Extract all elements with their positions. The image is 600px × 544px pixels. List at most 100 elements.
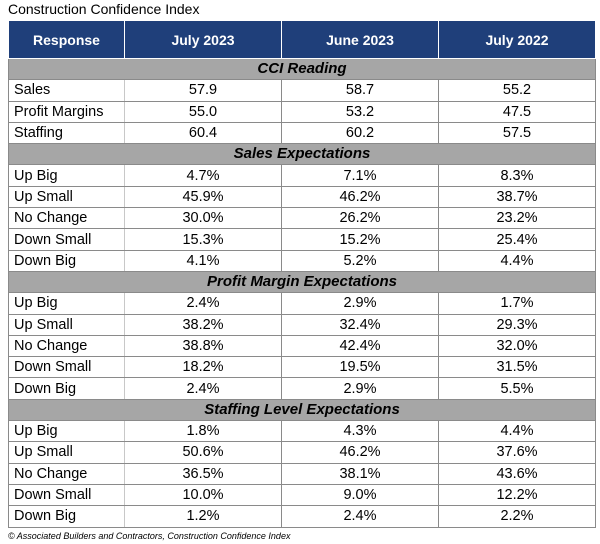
row-label: Profit Margins (8, 100, 125, 123)
cell-july-2023: 38.2% (124, 313, 282, 336)
cell-june-2023: 2.9% (281, 377, 439, 400)
cell-july-2022: 47.5 (438, 100, 596, 123)
table-row: Profit Margins 55.0 53.2 47.5 (8, 100, 596, 123)
cell-june-2023: 38.1% (281, 462, 439, 485)
cell-july-2023: 36.5% (124, 462, 282, 485)
table-row: Down Big 4.1% 5.2% 4.4% (8, 249, 596, 272)
cell-july-2022: 1.7% (438, 292, 596, 315)
table-row: No Change 30.0% 26.2% 23.2% (8, 207, 596, 230)
row-label: Up Big (8, 292, 125, 315)
table-title: Construction Confidence Index (8, 1, 200, 17)
cell-june-2023: 46.2% (281, 185, 439, 209)
cell-july-2022: 25.4% (438, 228, 596, 251)
cell-july-2023: 30.0% (124, 207, 282, 230)
row-label: Up Small (8, 185, 125, 209)
table-row: Up Big 2.4% 2.9% 1.7% (8, 292, 596, 315)
column-header-july-2022: July 2022 (438, 20, 596, 59)
cell-june-2023: 5.2% (281, 249, 439, 272)
table-row: Up Small 45.9% 46.2% 38.7% (8, 185, 596, 209)
table-row: Down Big 2.4% 2.9% 5.5% (8, 377, 596, 400)
cell-july-2023: 4.7% (124, 164, 282, 187)
cell-july-2022: 38.7% (438, 185, 596, 209)
row-label: Down Big (8, 505, 125, 528)
cell-july-2023: 45.9% (124, 185, 282, 209)
column-header-july-2023: July 2023 (124, 20, 282, 59)
table-row: Up Big 4.7% 7.1% 8.3% (8, 164, 596, 187)
section-heading: Staffing Level Expectations (8, 398, 596, 422)
column-header-june-2023: June 2023 (281, 20, 439, 59)
cell-july-2022: 4.4% (438, 420, 596, 443)
table-row: No Change 38.8% 42.4% 32.0% (8, 334, 596, 358)
cell-july-2022: 31.5% (438, 356, 596, 379)
cell-july-2022: 43.6% (438, 462, 596, 485)
row-label: No Change (8, 334, 125, 358)
section-heading: Profit Margin Expectations (8, 270, 596, 294)
cell-june-2023: 26.2% (281, 207, 439, 230)
table-row: Down Big 1.2% 2.4% 2.2% (8, 505, 596, 528)
cci-table-container: Response July 2023 June 2023 July 2022 C… (8, 20, 596, 528)
cell-june-2023: 9.0% (281, 483, 439, 507)
table-row: Up Big 1.8% 4.3% 4.4% (8, 420, 596, 443)
cell-june-2023: 15.2% (281, 228, 439, 251)
cell-july-2023: 18.2% (124, 356, 282, 379)
cell-june-2023: 19.5% (281, 356, 439, 379)
cell-july-2023: 50.6% (124, 441, 282, 464)
row-label: Down Big (8, 377, 125, 400)
table-row: Up Small 50.6% 46.2% 37.6% (8, 441, 596, 464)
cell-july-2022: 8.3% (438, 164, 596, 187)
cell-june-2023: 42.4% (281, 334, 439, 358)
cell-july-2022: 32.0% (438, 334, 596, 358)
cell-july-2023: 1.8% (124, 420, 282, 443)
table-row: Down Small 18.2% 19.5% 31.5% (8, 356, 596, 379)
table-row: No Change 36.5% 38.1% 43.6% (8, 462, 596, 485)
row-label: No Change (8, 462, 125, 485)
cell-july-2023: 55.0 (124, 100, 282, 123)
cell-july-2023: 57.9 (124, 79, 282, 102)
table-row: Down Small 10.0% 9.0% 12.2% (8, 483, 596, 507)
row-label: Up Small (8, 313, 125, 336)
table-header: Response July 2023 June 2023 July 2022 (8, 20, 596, 59)
row-label: Down Big (8, 249, 125, 272)
row-label: Sales (8, 79, 125, 102)
cell-june-2023: 60.2 (281, 121, 439, 145)
cell-july-2023: 2.4% (124, 292, 282, 315)
cell-june-2023: 32.4% (281, 313, 439, 336)
cell-june-2023: 58.7 (281, 79, 439, 102)
cell-june-2023: 2.4% (281, 505, 439, 528)
table-row: Down Small 15.3% 15.2% 25.4% (8, 228, 596, 251)
cell-july-2023: 15.3% (124, 228, 282, 251)
cci-table: Response July 2023 June 2023 July 2022 C… (8, 20, 596, 528)
row-label: Down Small (8, 228, 125, 251)
cell-june-2023: 2.9% (281, 292, 439, 315)
section-row-profit-margin-expectations: Profit Margin Expectations (8, 270, 596, 294)
header-row: Response July 2023 June 2023 July 2022 (8, 20, 596, 59)
column-header-response: Response (8, 20, 125, 59)
cell-july-2023: 4.1% (124, 249, 282, 272)
row-label: Up Big (8, 420, 125, 443)
cell-july-2022: 4.4% (438, 249, 596, 272)
cell-july-2022: 12.2% (438, 483, 596, 507)
section-heading: Sales Expectations (8, 143, 596, 166)
source-footer: © Associated Builders and Contractors, C… (8, 531, 291, 541)
section-row-staffing-level-expectations: Staffing Level Expectations (8, 398, 596, 422)
row-label: Up Big (8, 164, 125, 187)
cell-july-2023: 60.4 (124, 121, 282, 145)
cell-july-2023: 1.2% (124, 505, 282, 528)
row-label: Down Small (8, 356, 125, 379)
table-row: Sales 57.9 58.7 55.2 (8, 79, 596, 102)
row-label: Up Small (8, 441, 125, 464)
cell-june-2023: 4.3% (281, 420, 439, 443)
table-row: Staffing 60.4 60.2 57.5 (8, 121, 596, 145)
table-row: Up Small 38.2% 32.4% 29.3% (8, 313, 596, 336)
cell-july-2022: 2.2% (438, 505, 596, 528)
cell-july-2022: 57.5 (438, 121, 596, 145)
row-label: No Change (8, 207, 125, 230)
row-label: Staffing (8, 121, 125, 145)
cell-july-2022: 29.3% (438, 313, 596, 336)
table-body: CCI Reading Sales 57.9 58.7 55.2 Profit Margi… (8, 57, 596, 528)
cell-july-2023: 38.8% (124, 334, 282, 358)
cell-july-2022: 37.6% (438, 441, 596, 464)
cell-june-2023: 7.1% (281, 164, 439, 187)
cell-july-2023: 2.4% (124, 377, 282, 400)
row-label: Down Small (8, 483, 125, 507)
